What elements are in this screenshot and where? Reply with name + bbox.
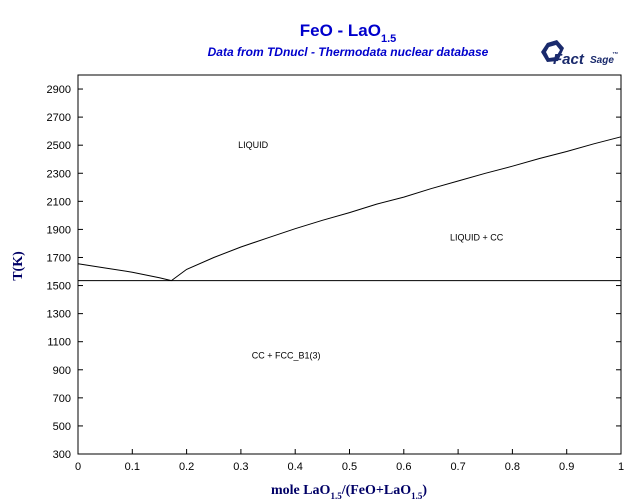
x-tick-label: 0.1	[125, 461, 140, 473]
y-tick-label: 1500	[47, 281, 71, 293]
y-tick-label: 700	[53, 393, 71, 405]
x-axis-label: mole LaO1.5/(FeO+LaO1.5)	[271, 483, 427, 501]
x-label-sub-1: 1.5	[330, 491, 342, 501]
region-label: CC + FCC_B1(3)	[252, 351, 321, 361]
x-label-part-1: mole LaO	[271, 483, 331, 498]
title-text: FeO - LaO	[300, 21, 381, 40]
phase-boundary-line-2	[171, 136, 622, 282]
logo-trademark: ™	[612, 51, 618, 58]
y-axis-label: T(K)	[11, 251, 26, 281]
y-tick-label: 1700	[47, 252, 71, 264]
y-tick-label: 300	[53, 449, 71, 461]
region-label: LIQUID + CC	[450, 233, 504, 243]
x-label-sub-2: 1.5	[411, 491, 423, 501]
y-tick-label: 2300	[47, 168, 71, 180]
x-tick-label: 0.7	[450, 461, 465, 473]
factsage-logo-mark-icon	[541, 40, 564, 62]
x-tick-label: 0.5	[342, 461, 357, 473]
x-tick-label: 0.6	[396, 461, 411, 473]
y-tick-label: 2100	[47, 196, 71, 208]
y-tick-label: 1100	[47, 337, 71, 349]
y-tick-label: 900	[53, 365, 71, 377]
x-tick-label: 0.9	[559, 461, 574, 473]
x-tick-label: 1	[618, 461, 624, 473]
y-tick-label: 2900	[47, 84, 71, 96]
x-tick-label: 0.2	[179, 461, 194, 473]
region-label: LIQUID	[238, 140, 269, 150]
logo-text-fact: Fact	[553, 51, 585, 68]
x-label-part-3: )	[422, 483, 427, 498]
y-tick-label: 1300	[47, 309, 71, 321]
x-tick-label: 0.3	[233, 461, 248, 473]
logo-text-sage: Sage	[590, 55, 614, 66]
y-tick-label: 1900	[47, 224, 71, 236]
x-tick-label: 0	[75, 461, 81, 473]
x-tick-label: 0.8	[505, 461, 520, 473]
factsage-logo: Fact Sage ™	[541, 40, 618, 68]
x-label-part-2: /(FeO+LaO	[341, 483, 412, 498]
plot-frame	[77, 74, 622, 455]
y-tick-label: 500	[53, 421, 71, 433]
title-subscript: 1.5	[381, 33, 396, 45]
chart-subtitle: Data from TDnucl - Thermodata nuclear da…	[208, 45, 489, 59]
x-tick-label: 0.4	[288, 461, 303, 473]
y-tick-label: 2700	[47, 112, 71, 124]
phase-boundary-line-1	[77, 263, 172, 282]
chart-title: FeO - LaO1.5	[300, 21, 397, 45]
y-tick-label: 2500	[47, 140, 71, 152]
